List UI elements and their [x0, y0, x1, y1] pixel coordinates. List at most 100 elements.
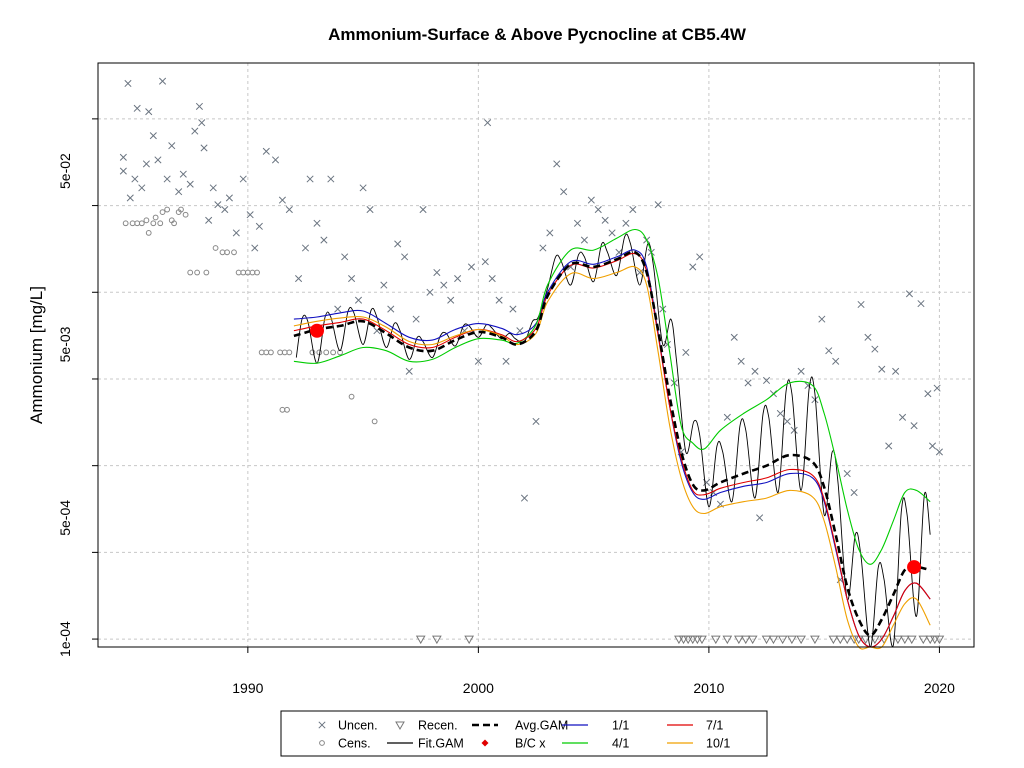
- uncensored-point: [776, 409, 784, 418]
- legend-box: [280, 710, 768, 757]
- recensored-point: [683, 635, 694, 645]
- recensored-point: [906, 635, 917, 645]
- uncensored-point: [175, 188, 183, 196]
- uncensored-point: [539, 244, 547, 252]
- bc-point: [907, 560, 922, 575]
- uncensored-point: [751, 367, 759, 375]
- uncensored-point: [214, 201, 222, 209]
- censored-point: [212, 245, 219, 251]
- uncensored-point: [864, 333, 872, 341]
- uncensored-point: [341, 253, 349, 261]
- series-line-10-1: [293, 265, 931, 650]
- uncensored-point: [251, 244, 259, 252]
- uncensored-point: [783, 417, 791, 425]
- uncensored-point: [601, 216, 609, 224]
- uncensored-point: [348, 274, 356, 283]
- y-tick-label: 1e-04: [57, 621, 73, 657]
- uncensored-point: [935, 448, 943, 456]
- y-tick-label: 5e-03: [57, 326, 73, 362]
- recensored-point: [710, 635, 721, 645]
- uncensored-point: [426, 288, 434, 296]
- censored-point: [138, 220, 145, 227]
- recensored-point: [734, 635, 744, 645]
- uncensored-point: [696, 253, 704, 261]
- series-line-1-1: [293, 249, 931, 648]
- censored-point: [337, 349, 343, 356]
- recensored-point: [678, 635, 689, 645]
- uncensored-point: [334, 305, 342, 313]
- uncensored-point: [387, 305, 395, 313]
- uncensored-point: [910, 422, 918, 430]
- uncensored-point: [622, 219, 630, 227]
- x-tick-label: 2010: [693, 680, 724, 696]
- recensored-point: [697, 635, 707, 645]
- series-line-4-1: [293, 228, 931, 565]
- uncensored-point: [580, 236, 588, 244]
- recensored-point: [761, 635, 772, 645]
- censored-point: [330, 349, 337, 356]
- uncensored-point: [205, 216, 213, 224]
- uncensored-point: [405, 367, 413, 375]
- uncensored-point: [654, 201, 662, 209]
- recensored-point: [918, 635, 929, 645]
- uncensored-point: [546, 229, 554, 237]
- uncensored-point: [138, 184, 146, 192]
- uncensored-point: [756, 514, 764, 522]
- uncensored-point: [168, 142, 176, 150]
- uncensored-point: [532, 417, 540, 425]
- censored-point: [281, 349, 288, 356]
- uncensored-point: [255, 222, 263, 230]
- censored-point: [263, 349, 270, 356]
- recensored-point: [415, 635, 426, 645]
- uncensored-point: [119, 167, 127, 175]
- uncensored-point: [553, 160, 561, 168]
- uncensored-point: [163, 175, 171, 183]
- censored-point: [258, 349, 265, 356]
- uncensored-point: [158, 77, 167, 85]
- censored-point: [194, 269, 201, 276]
- uncensored-point: [730, 333, 738, 341]
- censored-point: [267, 349, 274, 356]
- censored-point: [279, 406, 286, 413]
- censored-point: [150, 220, 157, 227]
- uncensored-point: [892, 367, 900, 375]
- uncensored-point: [221, 205, 229, 214]
- series-lines: [293, 228, 931, 650]
- uncensored-point: [124, 79, 132, 88]
- uncensored-point: [419, 205, 427, 214]
- uncensored-point: [797, 367, 805, 375]
- legend-7-1-label: 7/1: [706, 719, 723, 733]
- censored-point: [254, 269, 260, 276]
- recensored-point: [787, 635, 797, 645]
- uncensored-point: [447, 296, 455, 304]
- uncensored-point: [179, 170, 187, 178]
- uncensored-point: [509, 305, 517, 313]
- uncensored-point: [723, 413, 731, 421]
- x-tick-label: 2000: [463, 680, 494, 696]
- censored-point: [143, 217, 150, 224]
- uncensored-point: [454, 274, 462, 283]
- uncensored-point: [295, 274, 303, 283]
- uncensored-point: [917, 300, 925, 308]
- uncensored-point: [520, 494, 529, 502]
- y-axis-label: Ammonium [mg/L]: [27, 286, 46, 424]
- recensored-point: [929, 635, 940, 645]
- censored-point: [277, 349, 284, 356]
- uncensored-point: [744, 379, 752, 387]
- uncensored-point: [195, 102, 203, 110]
- plot-frame: [97, 62, 975, 648]
- y-tick-label: 5e-04: [57, 500, 73, 536]
- uncensored-point: [271, 156, 280, 164]
- censored-point: [187, 269, 194, 276]
- uncensored-point: [200, 144, 208, 152]
- censored-point: [203, 269, 210, 276]
- legend-1-1-label: 1/1: [612, 719, 629, 733]
- uncensored-point: [843, 470, 851, 478]
- uncensored-point: [737, 357, 745, 365]
- uncensored-point: [191, 127, 199, 135]
- uncensored-point: [366, 205, 374, 214]
- recensored-point: [849, 635, 859, 645]
- uncensored-point: [857, 300, 865, 309]
- recensored-point: [740, 635, 751, 645]
